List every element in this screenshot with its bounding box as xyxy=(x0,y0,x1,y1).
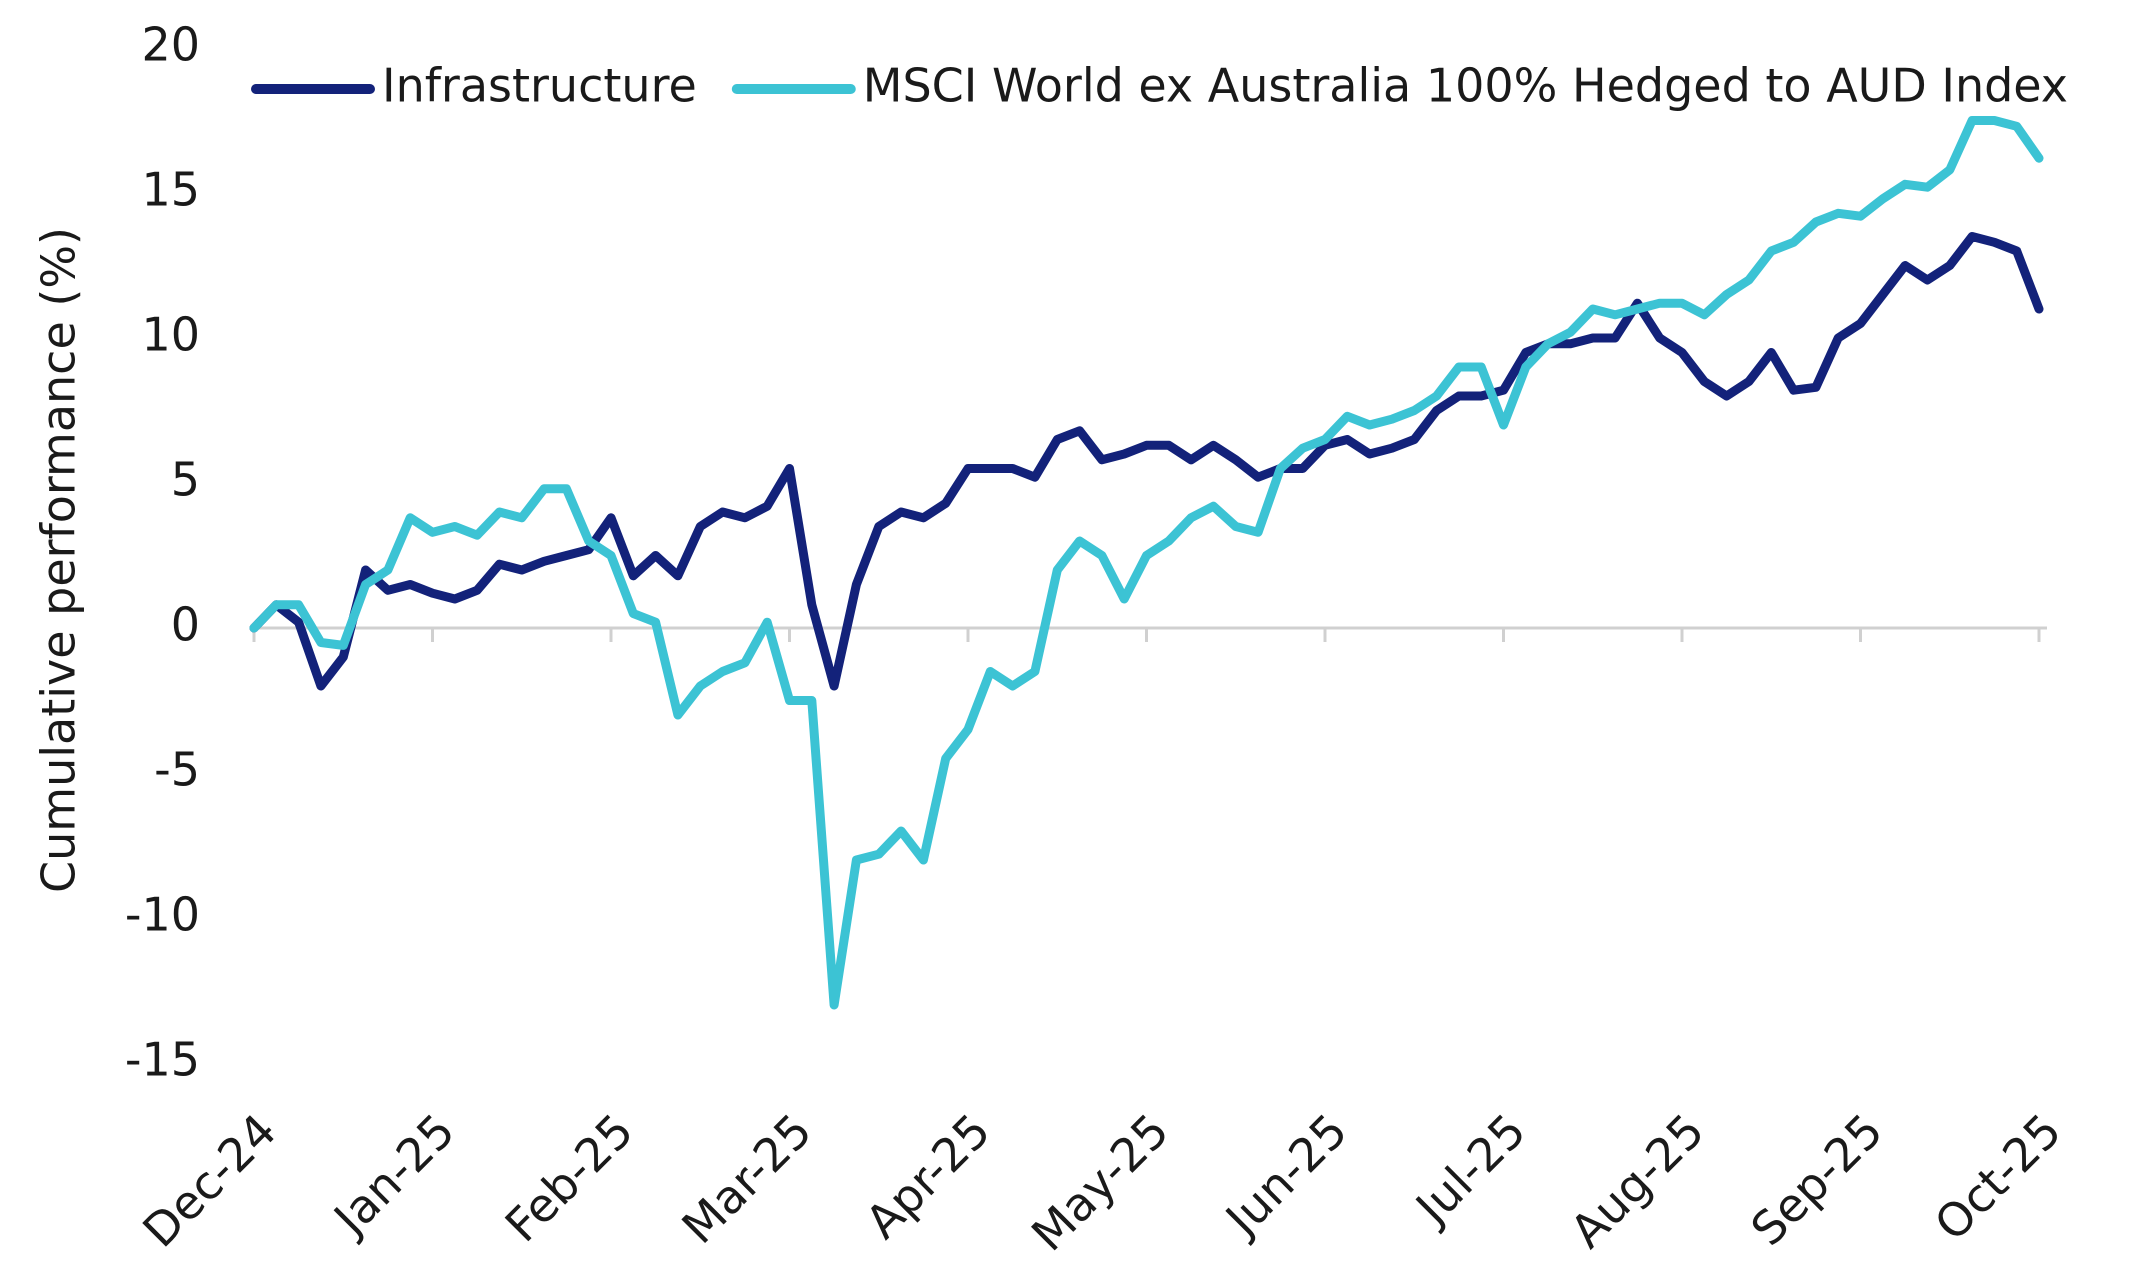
x-tick-label: Sep-25 xyxy=(1740,1103,1893,1256)
y-tick-label: 0 xyxy=(171,598,200,652)
y-tick-label: 15 xyxy=(141,163,200,217)
x-tick-label: Apr-25 xyxy=(855,1103,1001,1249)
x-tick-label: Jun-25 xyxy=(1213,1103,1357,1247)
x-tick-label: Dec-24 xyxy=(132,1103,286,1257)
y-tick-label: -5 xyxy=(154,743,200,797)
series-line xyxy=(249,232,2044,691)
y-axis-label: Cumulative performance (%) xyxy=(32,227,86,893)
y-tick-label: 5 xyxy=(171,453,200,507)
legend-label: MSCI World ex Australia 100% Hedged to A… xyxy=(863,59,2068,113)
x-tick-label: Oct-25 xyxy=(1924,1103,2072,1251)
series-line xyxy=(249,116,2044,1010)
y-tick-label: -10 xyxy=(125,888,200,942)
x-tick-label: May-25 xyxy=(1021,1103,1179,1261)
legend-label: Infrastructure xyxy=(382,59,697,113)
x-tick-label: Feb-25 xyxy=(495,1103,644,1252)
y-tick-label: -15 xyxy=(125,1033,200,1087)
y-tick-label: 10 xyxy=(141,308,200,362)
x-tick-label: Mar-25 xyxy=(672,1103,823,1254)
x-tick-label: Aug-25 xyxy=(1560,1103,1715,1258)
y-tick-label: 20 xyxy=(141,18,200,72)
x-tick-label: Jul-25 xyxy=(1403,1103,1536,1236)
x-tick-label: Jan-25 xyxy=(322,1103,466,1247)
